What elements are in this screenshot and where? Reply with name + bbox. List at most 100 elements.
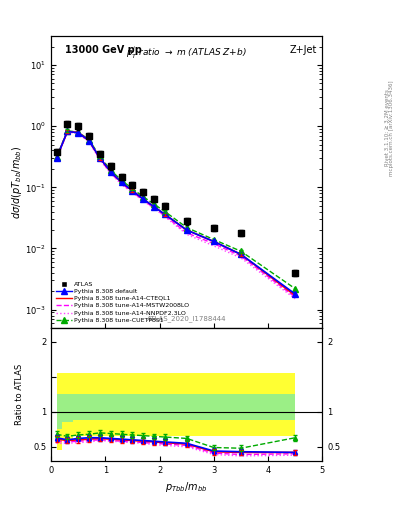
Pythia 8.308 tune-A14-NNPDF2.3LO <box>108 170 113 176</box>
Pythia 8.308 tune-CUETP8S1 <box>65 127 70 134</box>
Pythia 8.308 tune-CUETP8S1 <box>141 194 146 200</box>
Pythia 8.308 default <box>108 168 113 175</box>
Line: Pythia 8.308 tune-A14-NNPDF2.3LO: Pythia 8.308 tune-A14-NNPDF2.3LO <box>57 132 295 299</box>
Pythia 8.308 tune-A14-CTEQL1 <box>119 179 124 185</box>
Pythia 8.308 tune-A14-NNPDF2.3LO <box>239 255 243 261</box>
Pythia 8.308 tune-CUETP8S1 <box>54 154 59 160</box>
ATLAS <box>140 187 147 196</box>
Pythia 8.308 default <box>130 187 135 194</box>
Pythia 8.308 tune-A14-MSTW2008LO <box>152 205 156 211</box>
Pythia 8.308 tune-A14-MSTW2008LO <box>184 230 189 236</box>
Text: mcplots.cern.ch [arXiv:1306.3436]: mcplots.cern.ch [arXiv:1306.3436] <box>389 80 393 176</box>
ATLAS <box>162 202 168 210</box>
Pythia 8.308 default <box>152 204 156 210</box>
Text: Rivet 3.1.10; ≥ 3.2M events: Rivet 3.1.10; ≥ 3.2M events <box>385 90 389 166</box>
ATLAS <box>184 217 190 225</box>
Pythia 8.308 tune-CUETP8S1 <box>87 137 92 143</box>
Pythia 8.308 tune-A14-NNPDF2.3LO <box>119 182 124 188</box>
Pythia 8.308 tune-A14-NNPDF2.3LO <box>184 231 189 238</box>
Pythia 8.308 tune-A14-NNPDF2.3LO <box>152 205 156 211</box>
Pythia 8.308 tune-CUETP8S1 <box>152 201 156 207</box>
Pythia 8.308 tune-A14-NNPDF2.3LO <box>141 198 146 204</box>
Pythia 8.308 tune-A14-CTEQL1 <box>211 239 216 245</box>
Pythia 8.308 tune-A14-CTEQL1 <box>130 187 135 194</box>
ATLAS <box>151 195 157 203</box>
Pythia 8.308 tune-A14-NNPDF2.3LO <box>163 214 167 220</box>
Pythia 8.308 tune-A14-MSTW2008LO <box>130 189 135 195</box>
Pythia 8.308 tune-A14-MSTW2008LO <box>119 181 124 187</box>
Pythia 8.308 tune-CUETP8S1 <box>184 224 189 230</box>
Pythia 8.308 tune-CUETP8S1 <box>211 237 216 243</box>
Pythia 8.308 tune-CUETP8S1 <box>163 208 167 215</box>
Pythia 8.308 tune-A14-CTEQL1 <box>141 196 146 202</box>
Pythia 8.308 default <box>184 227 189 233</box>
ATLAS <box>75 122 81 130</box>
Pythia 8.308 tune-A14-CTEQL1 <box>87 138 92 144</box>
Pythia 8.308 tune-CUETP8S1 <box>76 129 81 135</box>
Pythia 8.308 tune-A14-CTEQL1 <box>239 251 243 258</box>
ATLAS <box>64 119 70 127</box>
Pythia 8.308 default <box>293 291 298 297</box>
Y-axis label: $d\sigma/d(pT_{bb}/m_{bb})$: $d\sigma/d(pT_{bb}/m_{bb})$ <box>10 145 24 219</box>
Text: 13000 GeV pp: 13000 GeV pp <box>64 45 141 55</box>
Pythia 8.308 tune-A14-NNPDF2.3LO <box>130 189 135 196</box>
Legend: ATLAS, Pythia 8.308 default, Pythia 8.308 tune-A14-CTEQL1, Pythia 8.308 tune-A14: ATLAS, Pythia 8.308 default, Pythia 8.30… <box>54 280 191 325</box>
Pythia 8.308 tune-A14-NNPDF2.3LO <box>211 243 216 249</box>
ATLAS <box>108 162 114 170</box>
Pythia 8.308 default <box>76 130 81 136</box>
Pythia 8.308 tune-A14-MSTW2008LO <box>163 213 167 219</box>
ATLAS <box>53 148 60 156</box>
Pythia 8.308 tune-CUETP8S1 <box>97 154 102 160</box>
Pythia 8.308 default <box>87 138 92 144</box>
Pythia 8.308 tune-A14-NNPDF2.3LO <box>54 157 59 163</box>
Text: $p_T^j$ ratio $\rightarrow$ m (ATLAS Z+b): $p_T^j$ ratio $\rightarrow$ m (ATLAS Z+b… <box>126 45 247 61</box>
Pythia 8.308 tune-A14-NNPDF2.3LO <box>76 131 81 137</box>
Line: Pythia 8.308 tune-CUETP8S1: Pythia 8.308 tune-CUETP8S1 <box>54 128 298 291</box>
Pythia 8.308 default <box>65 129 70 135</box>
Pythia 8.308 default <box>54 155 59 161</box>
Pythia 8.308 tune-A14-CTEQL1 <box>108 168 113 175</box>
Pythia 8.308 default <box>211 239 216 245</box>
Pythia 8.308 tune-CUETP8S1 <box>130 185 135 191</box>
Pythia 8.308 tune-A14-NNPDF2.3LO <box>293 296 298 302</box>
Pythia 8.308 tune-A14-MSTW2008LO <box>87 138 92 144</box>
ATLAS <box>211 223 217 231</box>
Pythia 8.308 tune-CUETP8S1 <box>119 177 124 183</box>
Pythia 8.308 tune-A14-NNPDF2.3LO <box>87 139 92 145</box>
Y-axis label: Ratio to ATLAS: Ratio to ATLAS <box>15 364 24 425</box>
Pythia 8.308 tune-A14-MSTW2008LO <box>54 156 59 162</box>
Text: Z+Jet: Z+Jet <box>290 45 317 55</box>
Pythia 8.308 tune-A14-CTEQL1 <box>293 292 298 298</box>
Pythia 8.308 default <box>163 211 167 218</box>
Pythia 8.308 tune-A14-MSTW2008LO <box>65 129 70 135</box>
Pythia 8.308 tune-A14-MSTW2008LO <box>108 170 113 176</box>
Pythia 8.308 tune-A14-NNPDF2.3LO <box>97 157 102 163</box>
ATLAS <box>118 173 125 181</box>
Text: ATLAS_2020_I1788444: ATLAS_2020_I1788444 <box>147 315 226 322</box>
Pythia 8.308 tune-A14-CTEQL1 <box>97 155 102 161</box>
Pythia 8.308 default <box>97 155 102 161</box>
Pythia 8.308 tune-A14-CTEQL1 <box>54 155 59 161</box>
Pythia 8.308 default <box>119 179 124 185</box>
ATLAS <box>129 181 136 189</box>
Pythia 8.308 tune-CUETP8S1 <box>293 286 298 292</box>
Pythia 8.308 tune-CUETP8S1 <box>239 248 243 254</box>
Pythia 8.308 tune-A14-MSTW2008LO <box>97 156 102 162</box>
Pythia 8.308 tune-A14-MSTW2008LO <box>239 253 243 259</box>
Pythia 8.308 default <box>141 196 146 202</box>
Pythia 8.308 default <box>239 251 243 258</box>
Line: Pythia 8.308 tune-A14-CTEQL1: Pythia 8.308 tune-A14-CTEQL1 <box>57 132 295 295</box>
ATLAS <box>97 150 103 158</box>
Line: Pythia 8.308 default: Pythia 8.308 default <box>54 129 298 297</box>
Pythia 8.308 tune-A14-MSTW2008LO <box>141 197 146 203</box>
Pythia 8.308 tune-A14-CTEQL1 <box>152 204 156 210</box>
ATLAS <box>86 132 92 140</box>
Pythia 8.308 tune-A14-CTEQL1 <box>184 227 189 233</box>
Pythia 8.308 tune-A14-CTEQL1 <box>65 129 70 135</box>
Pythia 8.308 tune-CUETP8S1 <box>108 167 113 174</box>
ATLAS <box>238 229 244 237</box>
Line: Pythia 8.308 tune-A14-MSTW2008LO: Pythia 8.308 tune-A14-MSTW2008LO <box>57 132 295 297</box>
Pythia 8.308 tune-A14-CTEQL1 <box>76 130 81 136</box>
Pythia 8.308 tune-A14-CTEQL1 <box>163 211 167 218</box>
Pythia 8.308 tune-A14-MSTW2008LO <box>211 241 216 247</box>
